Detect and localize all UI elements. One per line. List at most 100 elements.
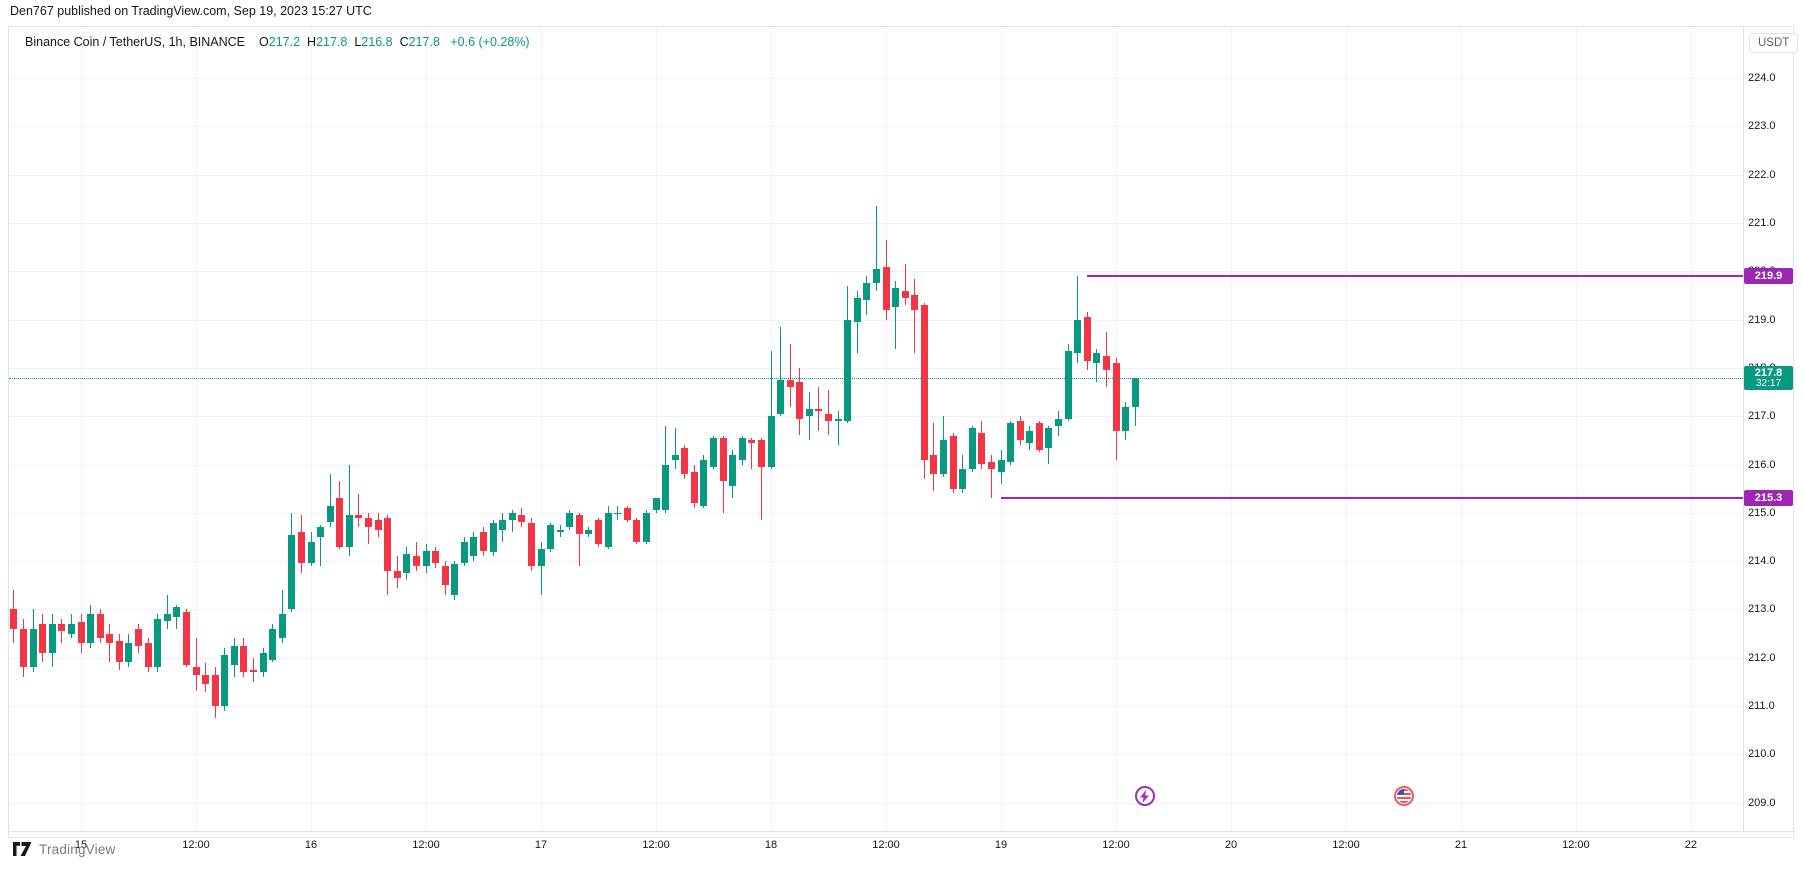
candle-wick [828,389,829,436]
candle-body [1102,355,1110,371]
time-axis-label: 16 [304,839,318,851]
time-axis-label: 12:00 [182,839,210,851]
price-axis-label: 209.0 [1748,796,1776,809]
price-gridline [9,174,1743,176]
candle-wick [320,524,322,566]
tradingview-logo[interactable]: TradingView [13,842,116,857]
candle-wick [1077,276,1079,363]
candle-body [949,435,957,489]
level-line-219.9[interactable] [1087,275,1743,278]
time-gridline [1461,27,1462,831]
candle-body [815,409,823,412]
time-axis-label: 19 [994,839,1008,851]
candle-body [288,534,296,610]
candle-body [1083,317,1091,361]
us-flag-icon [1396,789,1411,803]
candle-body [796,382,804,419]
candle-body [211,674,219,706]
price-axis-label: 224.0 [1748,72,1776,85]
candle-wick [914,278,916,354]
price-gridline [9,319,1743,321]
chart-plot-area[interactable] [9,27,1743,831]
candle-body [681,447,689,475]
candle-wick [818,387,820,431]
legend-l-value: L216.8 [354,35,393,49]
candle-wick [253,657,254,682]
candle-wick [856,290,858,354]
candle-body [182,611,190,665]
candle-body [1112,363,1120,431]
candle-body [412,556,420,566]
candle-body [911,295,919,310]
candle-body [556,529,564,533]
candle-body [633,520,641,542]
time-gridline [426,27,427,831]
candle-wick [511,510,513,533]
time-axis-label: 20 [1224,839,1238,851]
symbol-title[interactable]: Binance Coin / TetherUS, 1h, BINANCE [25,35,246,49]
candle-body [106,633,114,644]
chart-legend[interactable]: Binance Coin / TetherUS, 1h, BINANCE O217… [25,35,530,49]
candle-body [441,565,449,586]
candle-body [1064,351,1072,419]
candle-body [154,619,162,668]
currency-badge: USDT [1749,33,1799,53]
candle-body [20,628,27,668]
candle-wick [990,454,992,499]
time-gridline [886,27,887,831]
candle-body [575,515,583,535]
time-gridline [196,27,197,831]
price-gridline [9,78,1743,80]
candle-wick [358,493,360,528]
price-axis-label: 216.0 [1748,458,1776,471]
candle-body [595,520,602,545]
candle-body [87,614,95,644]
candle-body [384,517,392,571]
price-axis-label: 212.0 [1748,651,1776,664]
tradingview-logo-text: TradingView [39,842,116,857]
time-axis[interactable]: 15 12:00 16 12:00 17 12:00 18 12:00 19 12:00 20 12:… [9,832,1743,860]
lightning-event-icon[interactable] [1134,786,1155,806]
time-axis-separator [9,831,1795,832]
candle-body [892,288,900,308]
time-gridline [1346,27,1347,831]
candle-body [115,640,123,663]
time-axis-label: 12:00 [642,839,670,851]
candle-body [671,454,679,460]
time-axis-label: 12:00 [1562,839,1590,851]
candle-body [1007,423,1015,462]
us-flag-event-icon[interactable] [1393,786,1414,806]
price-gridline [9,706,1743,707]
candle-wick [875,206,877,291]
candle-body [959,469,967,489]
candle-body [719,437,727,482]
candle-body [307,541,315,564]
price-axis-label: 211.0 [1748,700,1775,712]
price-axis-label: 223.0 [1748,120,1776,133]
candle-body [58,623,66,632]
candle-wick [780,326,782,417]
candle-body [690,471,698,504]
candle-wick [760,437,762,520]
candle-body [652,498,660,511]
candle-body [48,623,56,653]
candle-wick [109,623,111,663]
price-axis[interactable]: 224.0223.0222.0221.0220.0219.0218.0217.0… [1744,27,1794,831]
candle-body [901,290,909,298]
candle-body [460,541,468,564]
time-axis-label: 12:00 [412,839,440,851]
candle-wick [166,594,168,629]
time-gridline [1231,27,1232,831]
time-axis-label: 21 [1454,839,1468,851]
time-axis-label: 15 [74,839,88,851]
candle-body [614,512,622,514]
time-gridline [311,27,312,831]
candle-body [240,645,248,673]
price-gridline [9,561,1743,563]
price-axis-label: 221.0 [1748,217,1776,229]
level-line-215.3[interactable] [1001,497,1743,500]
time-axis-label: 18 [764,839,778,851]
candle-body [10,609,18,629]
candle-body [805,409,813,417]
price-axis-label: 213.0 [1748,603,1776,616]
